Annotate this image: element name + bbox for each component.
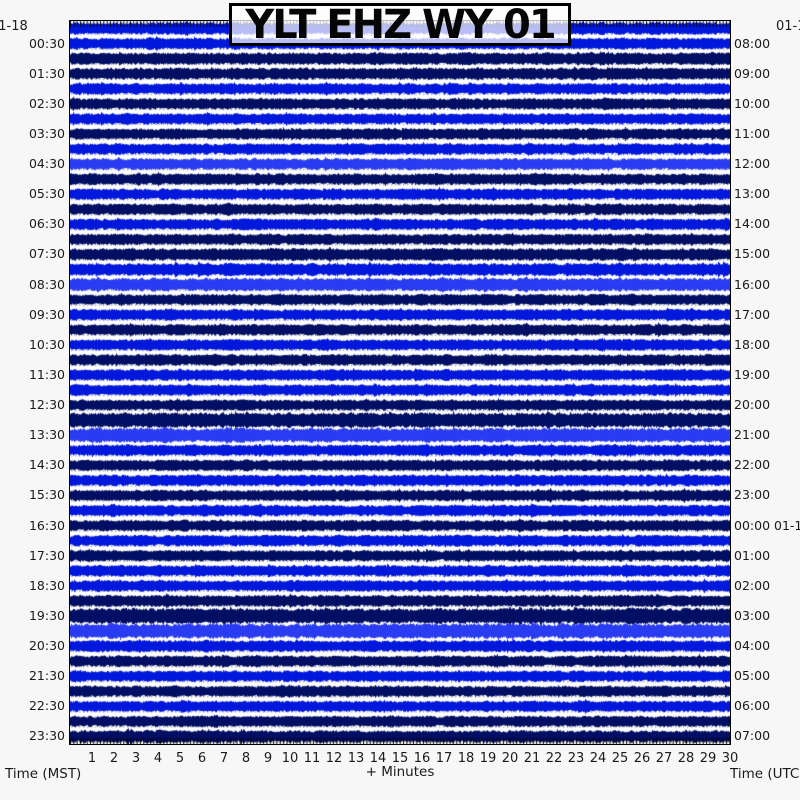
station-title-box: YLT EHZ WY 01 [229,3,571,46]
right-time-label: 12:00 [734,156,771,171]
right-time-label: 21:00 [734,427,771,442]
minute-tick-label: 13 [347,751,365,766]
minute-tick-label: 6 [197,751,207,766]
left-time-label: 02:30 [28,96,65,111]
left-time-label: 14:30 [28,457,65,472]
right-time-label: 08:00 [734,36,771,51]
left-time-label: 17:30 [28,548,65,563]
minute-tick-label: 20 [501,751,519,766]
left-time-label: 20:30 [28,638,65,653]
left-time-label: 23:30 [28,728,65,743]
date-label-top-left: 01-18 [0,19,28,34]
helicorder-traces-canvas [70,21,730,744]
minute-tick-label: 23 [567,751,585,766]
minute-tick-label: 8 [241,751,251,766]
right-time-label: 13:00 [734,186,771,201]
right-time-label: 14:00 [734,216,771,231]
minute-tick-label: 19 [479,751,497,766]
left-time-label: 05:30 [28,186,65,201]
left-time-label: 07:30 [28,246,65,261]
left-time-label: 08:30 [28,277,65,292]
bottom-axis-title: + Minutes [365,764,435,780]
right-time-label: 18:00 [734,337,771,352]
minute-tick-label: 5 [175,751,185,766]
minute-tick-label: 12 [325,751,343,766]
left-time-label: 00:30 [28,36,65,51]
minute-tick-label: 7 [219,751,229,766]
right-time-label: 22:00 [734,457,771,472]
right-time-label: 02:00 [734,578,771,593]
right-time-label: 07:00 [734,728,771,743]
left-time-label: 01:30 [28,66,65,81]
left-time-label: 12:30 [28,397,65,412]
left-time-label: 11:30 [28,367,65,382]
right-time-label: 06:00 [734,698,771,713]
minute-tick-label: 25 [611,751,629,766]
right-time-label: 01:00 [734,548,771,563]
minute-tick-label: 3 [131,751,141,766]
left-axis-title: Time (MST) [5,766,82,782]
left-time-label: 10:30 [28,337,65,352]
right-time-label: 23:00 [734,487,771,502]
right-time-label: 17:00 [734,307,771,322]
left-time-label: 13:30 [28,427,65,442]
left-time-label: 04:30 [28,156,65,171]
minute-tick-label: 28 [677,751,695,766]
right-time-label: 11:00 [734,126,771,141]
left-time-label: 18:30 [28,578,65,593]
minute-tick-label: 26 [633,751,651,766]
minute-tick-label: 2 [109,751,119,766]
right-time-label: 09:00 [734,66,771,81]
right-time-label: 16:00 [734,277,771,292]
right-time-label: 00:00 01-19 [734,518,800,533]
right-time-label: 04:00 [734,638,771,653]
left-time-label: 21:30 [28,668,65,683]
right-time-label: 03:00 [734,608,771,623]
right-axis-title: Time (UTC) [730,766,800,782]
minute-tick-label: 11 [303,751,321,766]
date-label-top-right: 01-18 [776,19,800,34]
minute-tick-label: 21 [523,751,541,766]
minute-tick-label: 14 [369,751,387,766]
minute-tick-label: 30 [721,751,739,766]
left-time-label: 15:30 [28,487,65,502]
right-time-label: 10:00 [734,96,771,111]
helicorder-plot-frame [69,20,731,745]
minute-tick-label: 15 [391,751,409,766]
left-time-label: 19:30 [28,608,65,623]
right-time-label: 19:00 [734,367,771,382]
minute-tick-label: 9 [263,751,273,766]
minute-tick-label: 22 [545,751,563,766]
left-time-label: 09:30 [28,307,65,322]
minute-tick-label: 1 [87,751,97,766]
right-time-label: 15:00 [734,246,771,261]
left-time-label: 03:30 [28,126,65,141]
minute-tick-label: 24 [589,751,607,766]
left-time-label: 22:30 [28,698,65,713]
minute-tick-label: 16 [413,751,431,766]
left-time-label: 06:30 [28,216,65,231]
station-title: YLT EHZ WY 01 [245,1,556,48]
minute-tick-label: 4 [153,751,163,766]
right-time-label: 05:00 [734,668,771,683]
minute-tick-label: 29 [699,751,717,766]
minute-tick-label: 10 [281,751,299,766]
right-time-label: 20:00 [734,397,771,412]
minute-tick-label: 27 [655,751,673,766]
minute-tick-label: 18 [457,751,475,766]
left-time-label: 16:30 [28,518,65,533]
minute-tick-label: 17 [435,751,453,766]
